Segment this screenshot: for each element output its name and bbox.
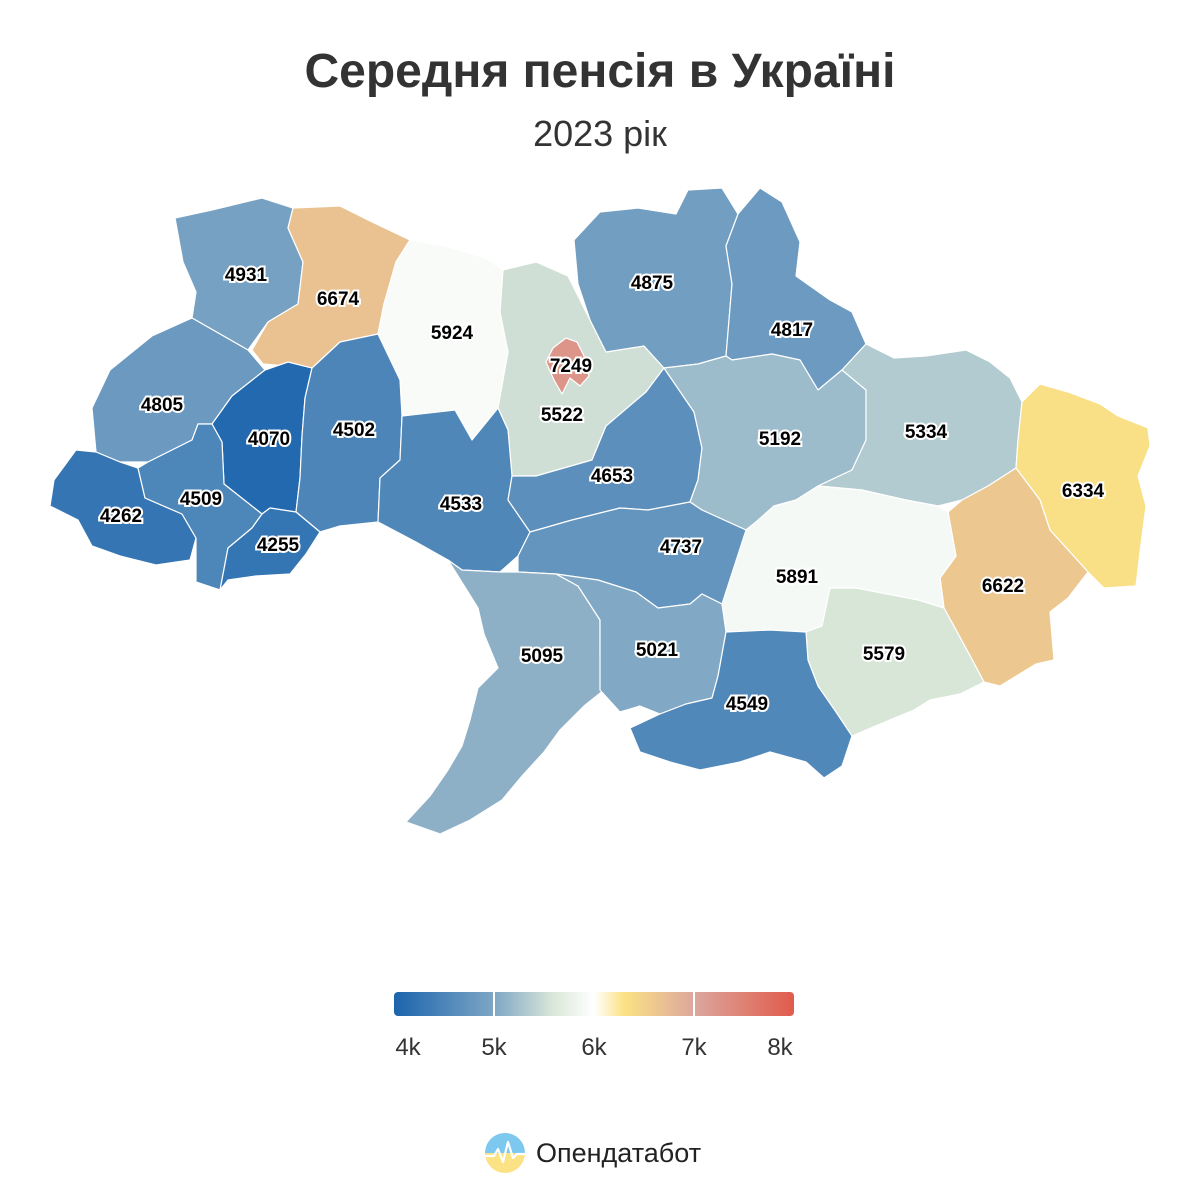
- region-label-kharkiv: 5334: [905, 422, 948, 443]
- region-label-mykolaiv: 5021: [636, 640, 679, 661]
- brand: Опендатабот: [484, 1130, 701, 1176]
- opendatabot-logo-icon: [485, 1133, 525, 1173]
- region-label-zaporizhzhia: 5579: [863, 644, 905, 665]
- legend-divider: [593, 992, 595, 1016]
- region-kherson[interactable]: [629, 629, 853, 779]
- region-label-kirovohrad: 4737: [660, 537, 702, 558]
- region-label-kyiv-oblast: 5522: [541, 405, 583, 426]
- legend-color-bar: [394, 992, 794, 1016]
- map-title: Середня пенсія в Україні: [304, 45, 896, 98]
- region-label-chernivtsi: 4255: [257, 535, 300, 556]
- region-label-kyiv-city: 7249: [550, 356, 592, 377]
- region-kyiv-city[interactable]: [545, 337, 590, 395]
- region-label-lviv: 4805: [141, 395, 184, 416]
- region-vinnytsia[interactable]: [377, 407, 531, 573]
- region-label-zakarpattia: 4262: [100, 506, 142, 527]
- region-label-odesa: 5095: [521, 646, 564, 667]
- region-label-sumy: 4817: [771, 320, 813, 341]
- region-label-vinnytsia: 4533: [440, 494, 482, 515]
- region-crimea: [687, 777, 947, 921]
- region-label-poltava: 5192: [759, 429, 801, 450]
- legend-divider: [493, 992, 495, 1016]
- region-label-ternopil: 4070: [248, 429, 290, 450]
- ukraine-choropleth-map: 4931 6674 5924 5522 7249 4875 4817 4805 4070 4502…: [50, 188, 1150, 921]
- region-label-ivano-frankivsk: 4509: [180, 489, 222, 510]
- region-label-cherkasy: 4653: [591, 466, 633, 487]
- region-odesa[interactable]: [405, 559, 605, 835]
- region-label-rivne: 6674: [317, 289, 360, 310]
- legend-divider: [693, 992, 695, 1016]
- region-label-khmelnytskyi: 4502: [333, 420, 375, 441]
- region-label-chernihiv: 4875: [631, 273, 674, 294]
- region-label-volyn: 4931: [225, 265, 268, 286]
- region-label-kherson: 4549: [726, 694, 768, 715]
- legend-tick-label: 4k: [395, 1034, 421, 1061]
- legend-tick-label: 8k: [767, 1034, 793, 1061]
- legend-tick-label: 6k: [581, 1034, 607, 1061]
- legend-tick-label: 5k: [481, 1034, 507, 1061]
- region-label-donetsk: 6622: [982, 576, 1024, 597]
- region-label-luhansk: 6334: [1062, 481, 1105, 502]
- legend-tick-label: 7k: [681, 1034, 707, 1061]
- region-label-zhytomyr: 5924: [431, 323, 474, 344]
- region-chernivtsi[interactable]: [219, 507, 321, 591]
- map-subtitle: 2023 рік: [533, 113, 667, 154]
- region-label-dnipropetrovsk: 5891: [776, 567, 819, 588]
- brand-name: Опендатабот: [536, 1137, 702, 1168]
